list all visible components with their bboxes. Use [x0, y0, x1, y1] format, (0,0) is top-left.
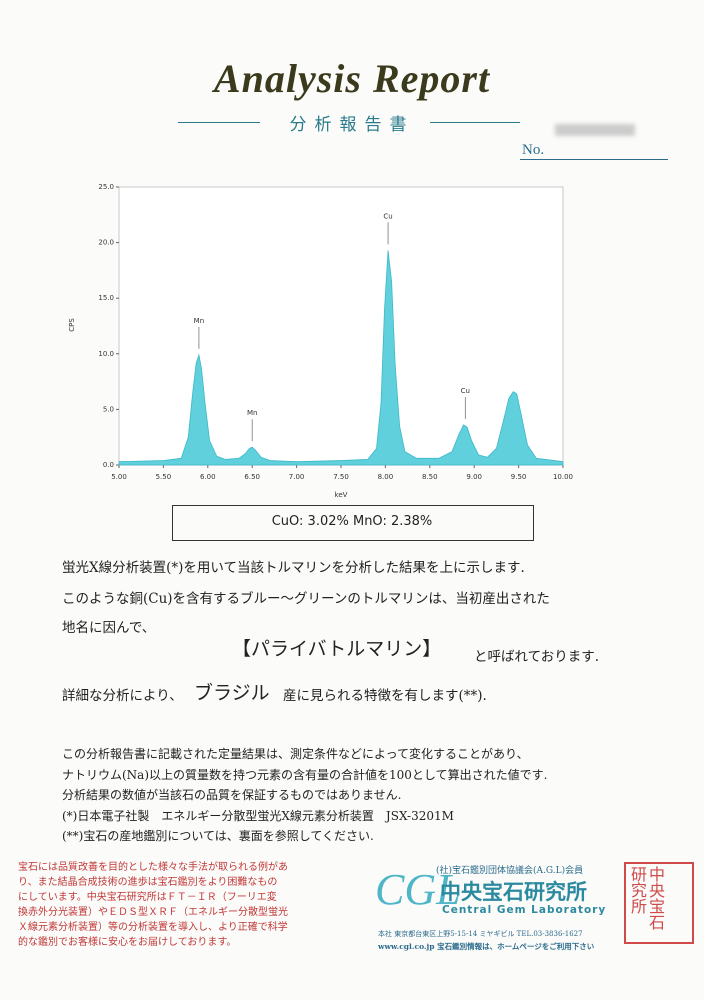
peak-label: Mn — [194, 317, 204, 325]
y-tick-label: 5.0 — [103, 405, 114, 413]
y-tick-label: 15.0 — [98, 294, 114, 302]
membership: (社)宝石鑑別団体協議会(A.G.L)会員 — [436, 866, 584, 876]
x-tick-label: 6.00 — [200, 473, 216, 481]
seal: 中央宝石研究所 — [628, 866, 665, 930]
body-text: 詳細な分析により、 — [62, 688, 183, 704]
rule — [430, 122, 520, 123]
body-text: このような銅(Cu)を含有するブルー～グリーンのトルマリンは、当初産出された — [62, 591, 550, 607]
title: Analysis Report — [213, 56, 491, 101]
notice-line: 換赤外分光装置）やＥＤＳ型ＸＲＦ（エネルギー分散型蛍光 — [18, 907, 288, 918]
notice-line: Ｘ線元素分析装置）等の分析装置を導入し、より正確で科学 — [18, 922, 288, 933]
x-tick-label: 6.50 — [244, 473, 260, 481]
plot-frame — [118, 186, 564, 466]
x-tick-label: 5.50 — [156, 473, 172, 481]
body-text: 産に見られる特徴を有します(**). — [283, 688, 487, 704]
peak-label: Cu — [383, 212, 392, 220]
x-tick-label: 10.00 — [553, 473, 573, 481]
x-tick-label: 7.50 — [333, 473, 349, 481]
spectrum — [118, 250, 564, 466]
y-tick-label: 10.0 — [98, 350, 114, 358]
y-tick-label: 25.0 — [98, 183, 114, 191]
rule — [178, 122, 260, 123]
notice-line: り、また結晶合成技術の進歩は宝石鑑別をより困難なもの — [18, 877, 278, 888]
result: CuO: 3.02% MnO: 2.38% — [271, 514, 433, 529]
subtitle: 分析報告書 — [289, 115, 415, 135]
x-tick-label: 5.00 — [111, 473, 127, 481]
x-tick-label: 8.50 — [422, 473, 438, 481]
x-tick-label: 9.00 — [466, 473, 482, 481]
peak-label: Mn — [247, 409, 257, 417]
number-label: No. — [522, 142, 545, 158]
body-text: と呼ばれております. — [474, 649, 599, 665]
origin: ブラジル — [194, 682, 270, 704]
x-tick-label: 9.50 — [511, 473, 527, 481]
redacted-number — [555, 124, 635, 136]
company: 中央宝石研究所 — [440, 880, 587, 904]
note: (**)宝石の産地鑑別については、裏面を参照してください. — [62, 829, 374, 843]
notice-line: 宝石には品質改善を目的とした様々な手法が取られる例があ — [18, 862, 288, 873]
y-tick-label: 0.0 — [103, 461, 114, 469]
body-text: 蛍光X線分析装置(*)を用いて当該トルマリンを分析した結果を上に示します. — [62, 560, 525, 576]
notice-line: 的な鑑別でお客様に安心をお届けしております。 — [18, 937, 237, 948]
stone-name: 【パライバトルマリン】 — [232, 638, 442, 660]
peak-label: Cu — [461, 387, 470, 395]
note: この分析報告書に記載された定量結果は、測定条件などによって変化することがあり、 — [62, 747, 529, 761]
note: (*)日本電子社製 エネルギー分散型蛍光X線元素分析装置 JSX-3201M — [62, 808, 454, 823]
y-axis-label: CPS — [68, 318, 76, 332]
y-tick-label: 20.0 — [98, 239, 114, 247]
result-box — [172, 505, 534, 541]
seal-frame — [624, 862, 694, 944]
x-tick-label: 8.00 — [378, 473, 394, 481]
website: www.cgl.co.jp 宝石鑑別情報は、ホームページをご利用下さい — [378, 942, 595, 951]
notice-line: にしています。中央宝石研究所はＦＴ－ＩＲ（フーリエ変 — [18, 892, 277, 903]
logo: CGL — [375, 865, 461, 914]
note: 分析結果の数値が当該石の品質を保証するものではありません. — [62, 788, 402, 802]
company-en: Central Gem Laboratory — [442, 904, 607, 916]
x-axis-label: keV — [335, 491, 348, 499]
note: ナトリウム(Na)以上の質量数を持つ元素の含有量の合計値を100として算出された… — [62, 767, 548, 782]
number-line — [520, 159, 668, 160]
body-text: 地名に因んで、 — [62, 620, 156, 636]
x-tick-label: 7.00 — [289, 473, 305, 481]
address: 本社 東京都台東区上野5-15-14 ミヤギビル TEL.03-3836-162… — [378, 930, 583, 938]
spectrum-chart: CPS keV 0.0 5.0 10.0 15.0 20.0 25.0 5.00 5.50 6.… — [68, 183, 573, 499]
